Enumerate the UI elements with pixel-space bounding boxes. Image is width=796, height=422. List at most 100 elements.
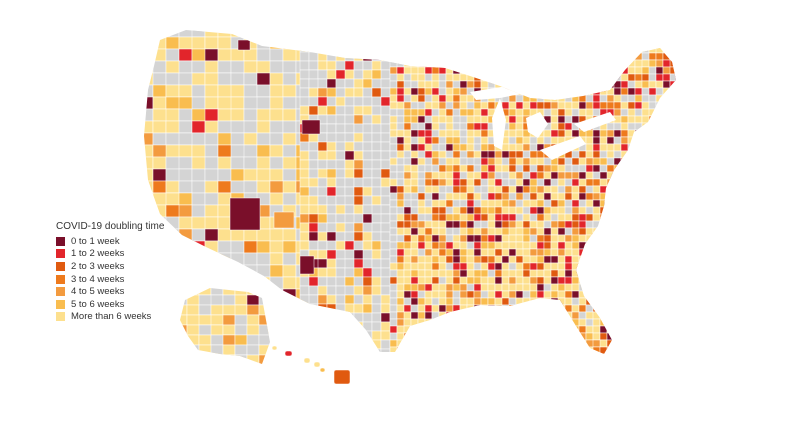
county <box>256 36 271 50</box>
county <box>557 234 566 243</box>
county <box>403 206 412 215</box>
county <box>410 304 419 313</box>
county <box>522 325 531 334</box>
county <box>606 290 615 299</box>
county <box>282 108 297 122</box>
county <box>438 66 447 75</box>
county <box>326 33 337 44</box>
county <box>410 52 419 61</box>
county <box>522 192 531 201</box>
county <box>282 120 297 134</box>
county <box>578 353 587 354</box>
county <box>522 339 538 348</box>
county <box>445 31 454 40</box>
county <box>677 172 691 179</box>
county <box>494 52 503 61</box>
county <box>431 115 440 124</box>
county <box>317 303 328 314</box>
county <box>578 94 587 103</box>
county <box>487 304 503 313</box>
county <box>317 30 328 35</box>
county <box>204 132 219 146</box>
county <box>536 136 545 145</box>
county <box>431 353 447 354</box>
county <box>230 276 258 290</box>
county <box>529 248 538 257</box>
county <box>403 311 412 320</box>
county <box>445 45 461 54</box>
county <box>246 288 260 296</box>
county <box>501 332 510 341</box>
county <box>599 59 608 68</box>
county <box>299 213 310 224</box>
county <box>198 334 212 346</box>
county <box>403 52 419 61</box>
county <box>662 269 671 278</box>
county <box>380 168 391 179</box>
county <box>564 80 573 89</box>
county <box>585 171 594 180</box>
county <box>599 283 608 292</box>
county <box>634 157 643 166</box>
county <box>515 164 524 173</box>
legend-item: 1 to 2 weeks <box>56 248 164 261</box>
county <box>431 325 440 334</box>
county <box>606 129 615 138</box>
county <box>571 45 580 54</box>
county <box>403 59 419 68</box>
county <box>222 324 236 336</box>
county <box>431 255 440 264</box>
county <box>677 67 691 74</box>
county <box>308 303 319 314</box>
county <box>536 269 545 278</box>
county <box>550 178 559 187</box>
county <box>178 192 193 206</box>
county <box>662 262 671 271</box>
county <box>543 248 552 257</box>
county <box>424 241 433 250</box>
county <box>381 358 390 367</box>
county <box>466 346 482 354</box>
county <box>599 129 608 138</box>
county <box>480 325 489 334</box>
county <box>371 123 382 134</box>
county <box>669 94 676 103</box>
county <box>417 339 426 348</box>
county <box>571 269 580 278</box>
county <box>634 150 650 159</box>
county <box>459 241 468 250</box>
county <box>655 87 664 96</box>
county <box>606 213 622 222</box>
county <box>571 59 580 68</box>
county <box>508 297 517 306</box>
county <box>627 171 636 180</box>
county <box>344 186 355 197</box>
county <box>529 339 538 348</box>
county <box>417 66 426 75</box>
county <box>473 241 482 250</box>
county <box>178 180 193 194</box>
county <box>282 36 297 50</box>
county <box>677 88 691 95</box>
county <box>529 192 538 201</box>
county <box>438 332 454 341</box>
county <box>487 325 496 334</box>
county <box>677 221 684 228</box>
county <box>152 72 167 86</box>
county <box>515 108 524 117</box>
county <box>466 262 475 271</box>
county <box>585 283 594 292</box>
county <box>282 252 297 266</box>
county <box>543 269 552 278</box>
county <box>417 38 426 47</box>
county <box>627 262 636 271</box>
county <box>344 303 355 314</box>
county <box>431 248 440 257</box>
county <box>410 164 419 173</box>
county <box>522 66 531 75</box>
county <box>165 300 180 314</box>
county <box>371 348 382 354</box>
county <box>187 365 211 375</box>
county <box>684 326 698 333</box>
county <box>634 220 643 229</box>
